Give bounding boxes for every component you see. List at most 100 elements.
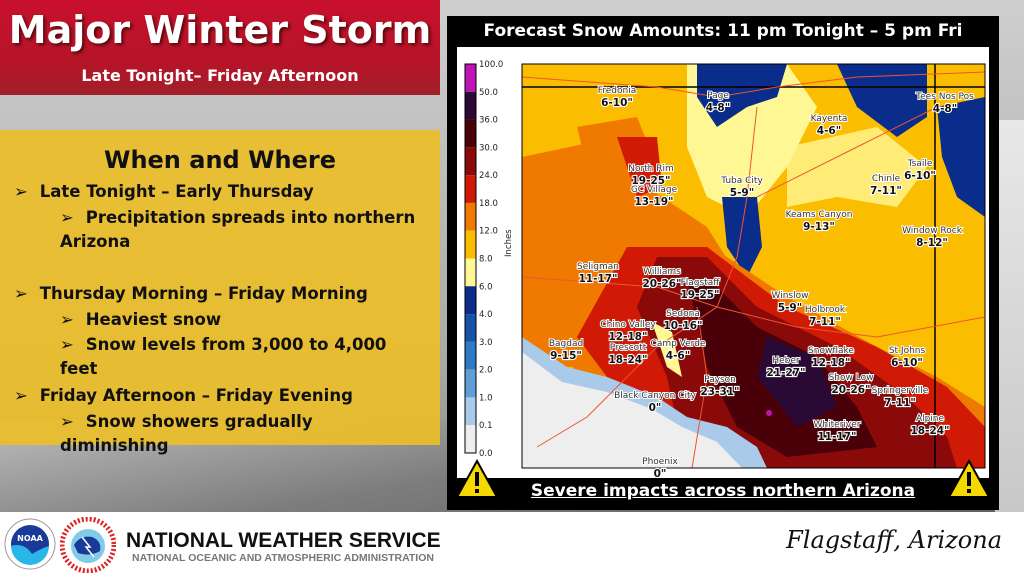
colorbar-swatch (465, 91, 476, 120)
city-name: Sedona (666, 309, 700, 319)
snow-amount: 9-13" (803, 221, 835, 233)
colorbar-swatch (465, 397, 476, 426)
city-name: Chino Valley (600, 320, 656, 330)
city-name: Springerville (872, 386, 929, 396)
arrow-bullet-icon: ➢ (14, 284, 28, 303)
city-name: Black Canyon City (614, 391, 696, 401)
city-name: Snowflake (808, 346, 854, 356)
city-name: Show Low (829, 373, 874, 383)
footer: NOAA NATIONAL WEATHER SERVICE NATIONAL O… (0, 512, 1024, 576)
snow-amount: 12-18" (608, 331, 647, 343)
snow-amount: 20-26" (642, 278, 681, 290)
city-name: Chinle (872, 174, 901, 184)
noaa-logo-icon: NOAA (4, 518, 56, 570)
arrow-bullet-icon: ➢ (60, 208, 74, 227)
snow-amount: 19-25" (631, 175, 670, 187)
colorbar-tick-label: 30.0 (479, 143, 498, 153)
arrow-bullet-icon: ➢ (60, 335, 74, 354)
snow-amount: 10-16" (663, 320, 702, 332)
city-name: Tees Nos Pos (915, 92, 974, 102)
city-name: Holbrook (805, 305, 846, 315)
colorbar-tick-label: 100.0 (479, 60, 503, 70)
arrow-bullet-icon: ➢ (14, 386, 28, 405)
colorbar-tick-label: 12.0 (479, 227, 498, 237)
colorbar-tick-label: 36.0 (479, 116, 498, 126)
bullet-section: ➢ Late Tonight – Early Thursday (14, 182, 314, 201)
snow-amount: 7-11" (809, 316, 841, 328)
snow-amount: 18-24" (910, 425, 949, 437)
snow-amount: 4-8" (706, 102, 730, 114)
colorbar-swatch (465, 175, 476, 203)
sub-bullet: ➢ Snow showers gradually diminishing (60, 410, 420, 458)
snow-amount: 11-17" (817, 431, 856, 443)
colorbar-swatch (465, 147, 476, 176)
section-label: Friday Afternoon – Friday Evening (39, 386, 353, 405)
snow-amount: 20-26" (831, 384, 870, 396)
colorbar-tick-label: 0.1 (479, 421, 493, 431)
agency-name: NATIONAL WEATHER SERVICE (126, 529, 441, 552)
section-label: Thursday Morning – Friday Morning (39, 284, 368, 303)
snow-amount: 7-11" (870, 185, 902, 197)
city-name: Whiteriver (814, 420, 861, 430)
colorbar-tick-label: 8.0 (479, 255, 493, 265)
snow-map: 100.0 50.0 36.0 30.0 24.0 18.0 12.0 8.0 6.0 4.0 3.… (464, 60, 986, 478)
sub-bullet: ➢ Snow levels from 3,000 to 4,000 feet (60, 333, 420, 381)
snow-amount: 6-10" (891, 357, 923, 369)
city-name: Phoenix (642, 457, 678, 467)
colorbar-legend: 100.0 50.0 36.0 30.0 24.0 18.0 12.0 8.0 6.0 4.0 3.… (464, 60, 503, 459)
snow-amount: 19-25" (680, 289, 719, 301)
city-name: Keams Canyon (786, 210, 853, 220)
colorbar-swatch (465, 341, 476, 370)
page-subtitle: Late Tonight– Friday Afternoon (81, 66, 359, 85)
city-name: Prescott (610, 343, 647, 353)
colorbar-swatch (465, 258, 476, 287)
city-name: Camp Verde (651, 339, 706, 349)
arrow-bullet-icon: ➢ (60, 310, 74, 329)
sub-bullet-text: Snow levels from 3,000 to 4,000 feet (60, 335, 387, 378)
bullet-section: ➢ Friday Afternoon – Friday Evening (14, 386, 353, 405)
map-area: 100.0 50.0 36.0 30.0 24.0 18.0 12.0 8.0 6.0 4.0 3.… (457, 47, 989, 478)
sub-bullet: ➢ Precipitation spreads into northern Ar… (60, 206, 420, 254)
impact-statement: Severe impacts across northern Arizona (530, 481, 916, 501)
svg-text:NOAA: NOAA (17, 534, 43, 543)
snow-amount: 23-31" (700, 386, 739, 398)
colorbar-tick-label: 4.0 (479, 310, 493, 320)
colorbar-tick-label: 0.0 (479, 449, 493, 459)
colorbar-swatch (465, 64, 476, 92)
sub-bullet-text: Precipitation spreads into northern Ariz… (60, 208, 416, 251)
snow-amount: 5-9" (730, 187, 754, 199)
snow-contours (522, 64, 985, 468)
arrow-bullet-icon: ➢ (14, 182, 28, 201)
colorbar-tick-label: 24.0 (479, 171, 498, 181)
snow-amount: 0" (649, 402, 662, 414)
snow-amount: 4-6" (666, 350, 690, 362)
colorbar-tick-label: 3.0 (479, 338, 493, 348)
city-name: Kayenta (811, 114, 848, 124)
city-name: St Johns (889, 346, 926, 356)
colorbar-tick-label: 6.0 (479, 282, 493, 292)
city-name: Payson (704, 375, 736, 385)
section-label: Late Tonight – Early Thursday (39, 182, 314, 201)
city-name: Tuba City (720, 176, 763, 186)
city-name: Bagdad (549, 339, 583, 349)
map-title: Forecast Snow Amounts: 11 pm Tonight – 5… (483, 21, 963, 41)
title-banner: Major Winter Storm Late Tonight– Friday … (0, 0, 440, 95)
colorbar-swatch (465, 369, 476, 398)
snow-amount: 9-15" (550, 350, 582, 362)
city-name: Window Rock (902, 226, 963, 236)
bullet-section: ➢ Thursday Morning – Friday Morning (14, 284, 368, 303)
city-name: Tsaile (907, 159, 933, 169)
city-name: Alpine (916, 414, 945, 424)
snow-forecast-panel: Forecast Snow Amounts: 11 pm Tonight – 5… (447, 16, 999, 510)
sub-bullet: ➢ Heaviest snow (60, 308, 420, 332)
city-name: Fredonia (598, 86, 637, 96)
snow-amount: 0" (654, 468, 667, 478)
snow-amount: 6-10" (601, 97, 633, 109)
parent-agency-name: NATIONAL OCEANIC AND ATMOSPHERIC ADMINIS… (132, 552, 434, 564)
city-name: Page (707, 91, 729, 101)
colorbar-label: Inches (504, 229, 514, 257)
nws-logo-icon (60, 517, 116, 573)
colorbar-tick-label: 50.0 (479, 88, 498, 98)
city-name: North Rim (628, 164, 674, 174)
when-where-panel: When and Where ➢ Late Tonight – Early Th… (0, 130, 440, 455)
